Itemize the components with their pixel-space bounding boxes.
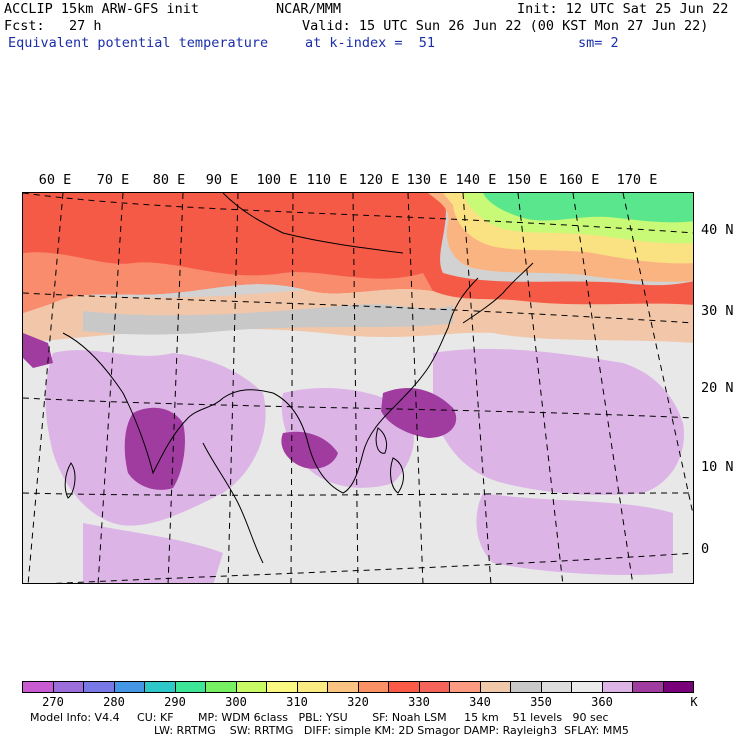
colorbar-swatch xyxy=(23,682,54,692)
colorbar-swatch xyxy=(419,682,450,692)
forecast-hour: Fcst: 27 h xyxy=(4,18,102,34)
color-scale-bar xyxy=(22,681,694,693)
purple-patches xyxy=(23,333,457,490)
colorbar-tick: 360 xyxy=(591,695,613,709)
colorbar-unit: K xyxy=(690,695,698,709)
colorbar-tick: 280 xyxy=(103,695,125,709)
colorbar-swatch xyxy=(328,682,359,692)
lon-label: 110 E xyxy=(306,172,348,188)
colorbar-swatch xyxy=(53,682,84,692)
lat-label: 40 N xyxy=(701,222,734,238)
field-name: Equivalent potential temperature xyxy=(8,35,269,51)
colorbar-swatch xyxy=(297,682,328,692)
lon-label: 170 E xyxy=(616,172,658,188)
colorbar-tick: 320 xyxy=(347,695,369,709)
lon-label: 120 E xyxy=(358,172,400,188)
colorbar-swatch xyxy=(572,682,603,692)
lon-label: 150 E xyxy=(506,172,548,188)
lon-label: 70 E xyxy=(96,172,130,188)
colorbar-swatch xyxy=(84,682,115,692)
lat-label: 10 N xyxy=(701,459,734,475)
lon-label: 140 E xyxy=(455,172,497,188)
colorbar-swatch xyxy=(511,682,542,692)
colorbar-swatch xyxy=(236,682,267,692)
lavender-patches xyxy=(45,348,684,583)
lon-label: 130 E xyxy=(406,172,448,188)
colorbar-swatch xyxy=(145,682,176,692)
lon-label: 100 E xyxy=(256,172,298,188)
colorbar-tick: 340 xyxy=(469,695,491,709)
colorbar-swatch xyxy=(175,682,206,692)
green-region xyxy=(478,193,693,223)
colorbar-tick: 310 xyxy=(286,695,308,709)
colorbar-swatch xyxy=(358,682,389,692)
colorbar-swatch xyxy=(389,682,420,692)
colorbar-swatch xyxy=(541,682,572,692)
valid-time: Valid: 15 UTC Sun 26 Jun 22 (00 KST Mon … xyxy=(302,18,709,34)
colorbar-tick: 330 xyxy=(408,695,430,709)
salmon-band xyxy=(23,252,433,313)
lon-label: 60 E xyxy=(38,172,72,188)
model-info-line1: Model Info: V4.4 CU: KF MP: WDM 6class P… xyxy=(30,711,609,724)
model-info-line2: LW: RRTMG SW: RRTMG DIFF: simple KM: 2D … xyxy=(154,724,629,737)
lat-label: 20 N xyxy=(701,380,734,396)
colorbar-swatch xyxy=(114,682,145,692)
colorbar-tick: 290 xyxy=(164,695,186,709)
lat-label: 30 N xyxy=(701,303,734,319)
colorbar-swatch xyxy=(450,682,481,692)
lon-label: 160 E xyxy=(558,172,600,188)
colorbar-tick: 270 xyxy=(42,695,64,709)
colorbar-swatch xyxy=(633,682,664,692)
smoothing-label: sm= 2 xyxy=(578,35,619,51)
center-label: NCAR/MMM xyxy=(276,1,342,17)
lat-label: 0 xyxy=(701,541,710,557)
graticule xyxy=(23,193,693,583)
coastlines xyxy=(62,193,534,564)
colorbar-swatch xyxy=(480,682,511,692)
grey-band xyxy=(83,304,453,335)
colorbar-swatch xyxy=(267,682,298,692)
colorbar-swatch xyxy=(206,682,237,692)
colorbar-tick: 300 xyxy=(225,695,247,709)
init-time: Init: 12 UTC Sat 25 Jun 22 xyxy=(517,1,729,17)
lon-label: 90 E xyxy=(205,172,239,188)
lon-label: 80 E xyxy=(152,172,186,188)
colorbar-swatch xyxy=(663,682,693,692)
theta-e-map xyxy=(22,192,694,584)
colorbar-tick: 350 xyxy=(530,695,552,709)
level-label: at k-index = 51 xyxy=(305,35,436,51)
colorbar-swatch xyxy=(602,682,633,692)
model-title: ACCLIP 15km ARW-GFS init xyxy=(4,1,200,17)
